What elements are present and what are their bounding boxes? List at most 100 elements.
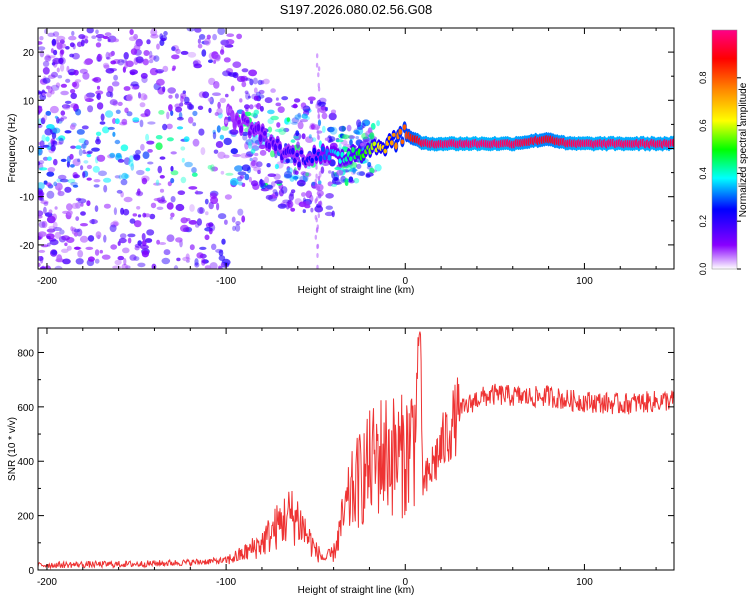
heatmap-cell <box>236 75 246 83</box>
heatmap-cell <box>38 256 44 261</box>
heatmap-cell <box>134 42 143 47</box>
heatmap-cell <box>106 91 112 98</box>
heatmap-cell <box>130 163 135 171</box>
heatmap-cell <box>328 170 332 174</box>
heatmap-cell <box>68 35 77 41</box>
heatmap-cell <box>103 203 111 209</box>
heatmap-cell <box>112 220 119 225</box>
heatmap-cell <box>66 203 73 211</box>
heatmap-cell <box>95 29 99 35</box>
heatmap-cell <box>283 170 293 179</box>
heatmap-cell <box>248 176 252 183</box>
heatmap-cell <box>64 130 72 134</box>
heatmap-cell <box>233 8 237 14</box>
heatmap-cell <box>50 84 60 91</box>
heatmap-cell <box>230 178 239 186</box>
heatmap-cell <box>220 170 225 175</box>
heatmap-cell <box>39 140 45 148</box>
heatmap-cell <box>141 175 150 182</box>
heatmap-cell <box>95 90 104 95</box>
heatmap-cell <box>308 134 312 139</box>
snr-x-label: Height of straight line (km) <box>298 585 415 596</box>
heatmap-cell <box>237 208 244 216</box>
heatmap-cell <box>217 28 226 35</box>
heatmap-cell <box>369 132 375 140</box>
heatmap-cell <box>95 42 102 48</box>
heatmap-cell <box>248 141 252 149</box>
heatmap-cell <box>40 200 49 204</box>
heatmap-cell <box>47 167 56 173</box>
heatmap-cell <box>201 49 207 57</box>
heatmap-cell <box>223 137 232 146</box>
heatmap-cell <box>217 101 221 109</box>
heatmap-cell <box>155 142 163 150</box>
heatmap-cell <box>254 152 259 157</box>
snr-x-axis: -200 -100 0 100 <box>37 328 657 588</box>
heatmap-cell <box>82 171 86 179</box>
heatmap-cell <box>218 112 223 119</box>
heatmap-cell <box>53 158 58 166</box>
heatmap-cell <box>119 233 127 239</box>
heatmap-cell <box>60 83 67 88</box>
heatmap-cell <box>75 258 84 265</box>
heatmap-cell <box>196 218 202 226</box>
heatmap-cell <box>75 145 82 150</box>
heatmap-cell <box>215 141 224 148</box>
heatmap-cell <box>124 174 130 179</box>
heatmap-cell <box>99 121 106 125</box>
heatmap-cell <box>86 164 92 170</box>
heatmap-cell <box>324 137 330 141</box>
heatmap-cell <box>62 258 71 265</box>
heatmap-cell <box>317 105 320 110</box>
heatmap-cell <box>213 149 219 154</box>
heatmap-cell <box>118 174 123 180</box>
heatmap-cell <box>270 150 275 158</box>
heatmap-cell <box>73 174 80 179</box>
heatmap-cell <box>76 228 83 237</box>
heatmap-cell <box>59 178 69 183</box>
heatmap-cell <box>199 207 204 214</box>
heatmap-cell <box>75 108 82 116</box>
heatmap-cell <box>142 58 149 66</box>
heatmap-cell <box>293 132 302 141</box>
heatmap-cell <box>60 63 65 72</box>
heatmap-cell <box>82 149 86 155</box>
heatmap-cell <box>314 178 317 184</box>
heatmap-cell <box>315 182 318 188</box>
heatmap-cell <box>208 222 214 227</box>
heatmap-cell <box>170 177 175 184</box>
heatmap-cell <box>225 172 234 176</box>
heatmap-y-axis: -20 -10 0 10 20 <box>20 27 674 270</box>
heatmap-cell <box>244 173 250 181</box>
heatmap-cell <box>101 254 111 260</box>
heatmap-cell <box>175 48 181 55</box>
heatmap-cell <box>141 240 147 247</box>
heatmap-cell <box>290 139 296 143</box>
heatmap-cell <box>321 125 326 133</box>
heatmap-cell <box>143 94 148 100</box>
heatmap-cells <box>38 8 382 269</box>
heatmap-cell <box>74 232 78 237</box>
heatmap-cell <box>126 93 133 102</box>
heatmap-cell <box>82 142 87 149</box>
ridge-point <box>398 128 403 135</box>
heatmap-cell <box>293 98 301 103</box>
heatmap-cell <box>62 105 71 110</box>
heatmap-cell <box>218 249 224 257</box>
heatmap-cell <box>258 89 265 95</box>
heatmap-cell <box>230 85 235 92</box>
heatmap-cell <box>348 179 355 184</box>
heatmap-cell <box>146 140 155 145</box>
heatmap-cell <box>244 104 250 110</box>
heatmap-cell <box>338 142 342 151</box>
heatmap-cell <box>250 180 259 187</box>
heatmap-cell <box>91 147 100 152</box>
heatmap-cell <box>220 39 230 46</box>
heatmap-cell <box>78 148 83 156</box>
heatmap-cell <box>124 107 129 114</box>
heatmap-cell <box>64 186 72 193</box>
heatmap-cell <box>229 129 239 135</box>
heatmap-cell <box>71 81 77 88</box>
heatmap-cell <box>159 39 165 46</box>
